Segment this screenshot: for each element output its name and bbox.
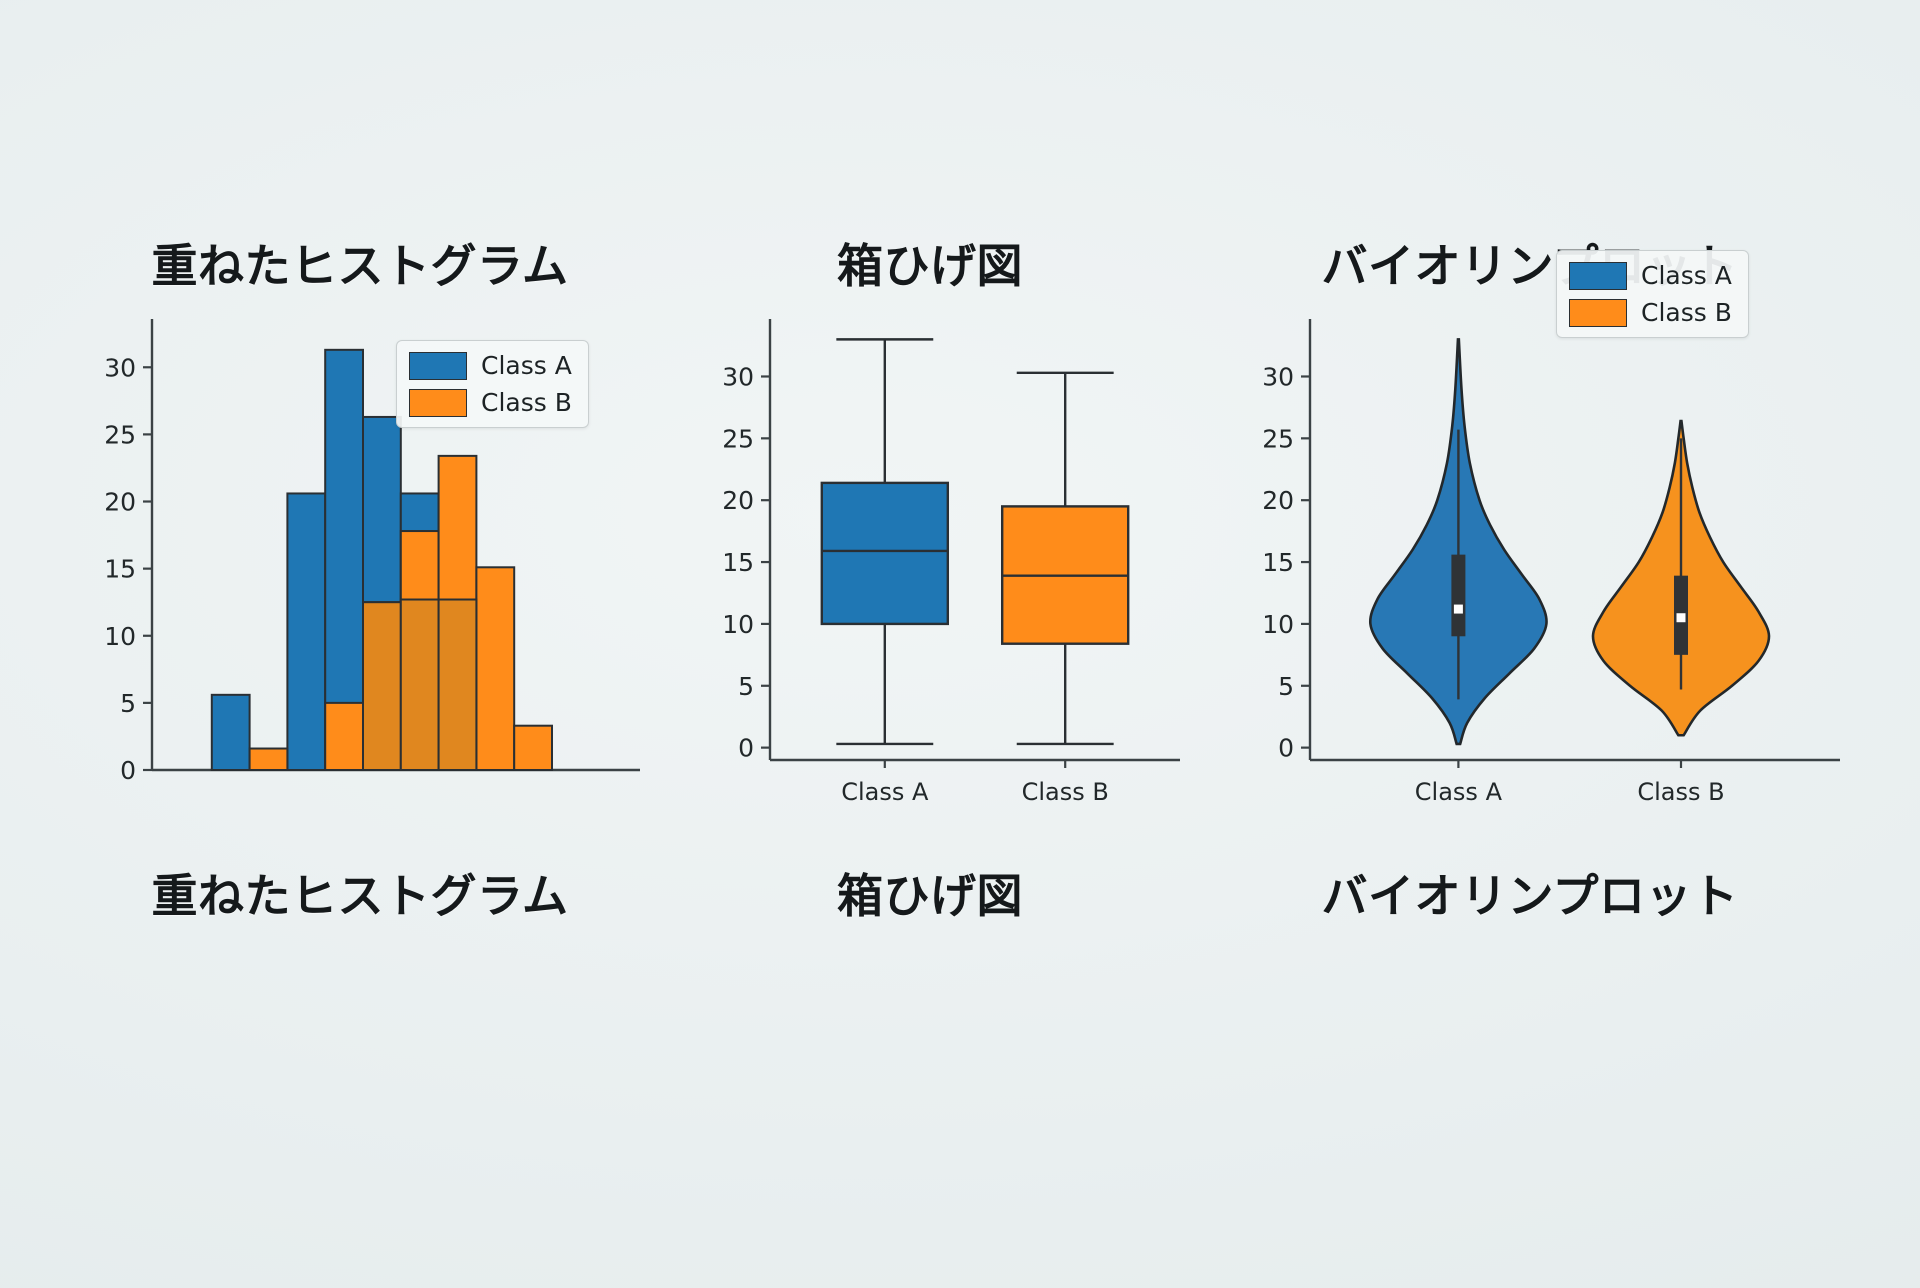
boxplot-caption: 箱ひげ図 bbox=[837, 870, 1023, 922]
histogram-svg: 0 5 10 15 20 25 30 bbox=[104, 319, 640, 785]
histogram-caption: 重ねたヒストグラム bbox=[151, 870, 569, 922]
legend-label-class-b: Class B bbox=[481, 388, 572, 417]
histogram-bar-class-b bbox=[513, 724, 554, 772]
y-tick-label: 0 bbox=[120, 756, 136, 785]
legend-swatch-class-b bbox=[409, 388, 467, 417]
y-tick-label: 15 bbox=[722, 548, 754, 577]
violinplot-caption: バイオリンプロット bbox=[1321, 870, 1739, 922]
legend-swatch-class-a bbox=[1569, 261, 1627, 290]
y-tick-label: 10 bbox=[722, 610, 754, 639]
legend-label-class-b: Class B bbox=[1641, 298, 1732, 327]
histogram-bar-overlap bbox=[437, 598, 478, 771]
y-tick-label: 25 bbox=[1262, 424, 1294, 453]
histogram-title: 重ねたヒストグラム bbox=[151, 240, 569, 292]
x-tick-label: Class A bbox=[841, 778, 929, 806]
x-tick-label: Class B bbox=[1637, 778, 1724, 806]
panel-histogram: 重ねたヒストグラム 0 5 10 15 20 25 30 Class A Class B 重… bbox=[60, 230, 660, 1060]
y-tick-label: 20 bbox=[722, 486, 754, 515]
histogram-bar-overlap bbox=[399, 598, 440, 771]
x-tick-label: Class A bbox=[1415, 778, 1503, 806]
legend-swatch-class-b bbox=[1569, 298, 1627, 327]
y-tick-label: 30 bbox=[1262, 362, 1294, 391]
y-tick-label: 0 bbox=[1278, 734, 1294, 763]
legend-row-class-b: Class B bbox=[1569, 298, 1732, 327]
histogram-plot-area: 0 5 10 15 20 25 30 bbox=[60, 315, 660, 835]
histogram-bar-class-a bbox=[286, 492, 327, 771]
boxplot-svg: 0 5 10 15 20 25 30 Class A Class B bbox=[722, 319, 1180, 806]
boxplot-title: 箱ひげ図 bbox=[837, 240, 1023, 292]
y-tick-label: 30 bbox=[104, 353, 136, 382]
y-tick-label: 25 bbox=[104, 420, 136, 449]
legend-row-class-a: Class A bbox=[1569, 261, 1732, 290]
histogram-bar-class-b bbox=[248, 747, 289, 771]
histogram-bar-class-b bbox=[475, 566, 516, 771]
histogram-bar-class-a bbox=[210, 693, 251, 772]
legend-row-class-a: Class A bbox=[409, 351, 572, 380]
violinplot-plot-area: 0 5 10 15 20 25 30 Class A Class B bbox=[1200, 315, 1860, 835]
violin-median-marker bbox=[1453, 604, 1463, 614]
violinplot-legend: Class A Class B bbox=[1556, 250, 1749, 338]
violinplot-svg: 0 5 10 15 20 25 30 Class A Class B bbox=[1262, 319, 1840, 806]
legend-label-class-a: Class A bbox=[1641, 261, 1732, 290]
y-tick-label: 5 bbox=[738, 672, 754, 701]
y-tick-label: 15 bbox=[104, 555, 136, 584]
violin-inner-box bbox=[1451, 554, 1466, 637]
histogram-bar-class-b bbox=[324, 701, 365, 771]
y-tick-label: 20 bbox=[1262, 486, 1294, 515]
x-tick-label: Class B bbox=[1022, 778, 1109, 806]
violinplot-title: バイオリンプロット bbox=[1321, 240, 1739, 292]
y-tick-label: 25 bbox=[722, 424, 754, 453]
histogram-legend: Class A Class B bbox=[396, 340, 589, 428]
y-tick-label: 5 bbox=[120, 689, 136, 718]
y-tick-label: 30 bbox=[722, 362, 754, 391]
boxplot-plot-area: 0 5 10 15 20 25 30 Class A Class B bbox=[660, 315, 1200, 835]
y-tick-label: 15 bbox=[1262, 548, 1294, 577]
histogram-bar-overlap bbox=[362, 601, 402, 771]
y-tick-label: 10 bbox=[104, 622, 136, 651]
panel-violinplot: バイオリンプロット 0 5 10 15 20 25 30 Class A Class B Cla… bbox=[1200, 230, 1860, 1060]
legend-row-class-b: Class B bbox=[409, 388, 572, 417]
panel-boxplot: 箱ひげ図 0 5 10 15 20 25 30 Class A Class B 箱ひげ図 bbox=[660, 230, 1200, 1060]
violin-median-marker bbox=[1676, 613, 1686, 623]
box-body bbox=[820, 481, 950, 626]
y-tick-label: 0 bbox=[738, 734, 754, 763]
y-tick-label: 20 bbox=[104, 488, 136, 517]
histogram-bar-class-a bbox=[324, 348, 365, 772]
y-tick-label: 10 bbox=[1262, 610, 1294, 639]
y-tick-label: 5 bbox=[1278, 672, 1294, 701]
legend-swatch-class-a bbox=[409, 351, 467, 380]
legend-label-class-a: Class A bbox=[481, 351, 572, 380]
